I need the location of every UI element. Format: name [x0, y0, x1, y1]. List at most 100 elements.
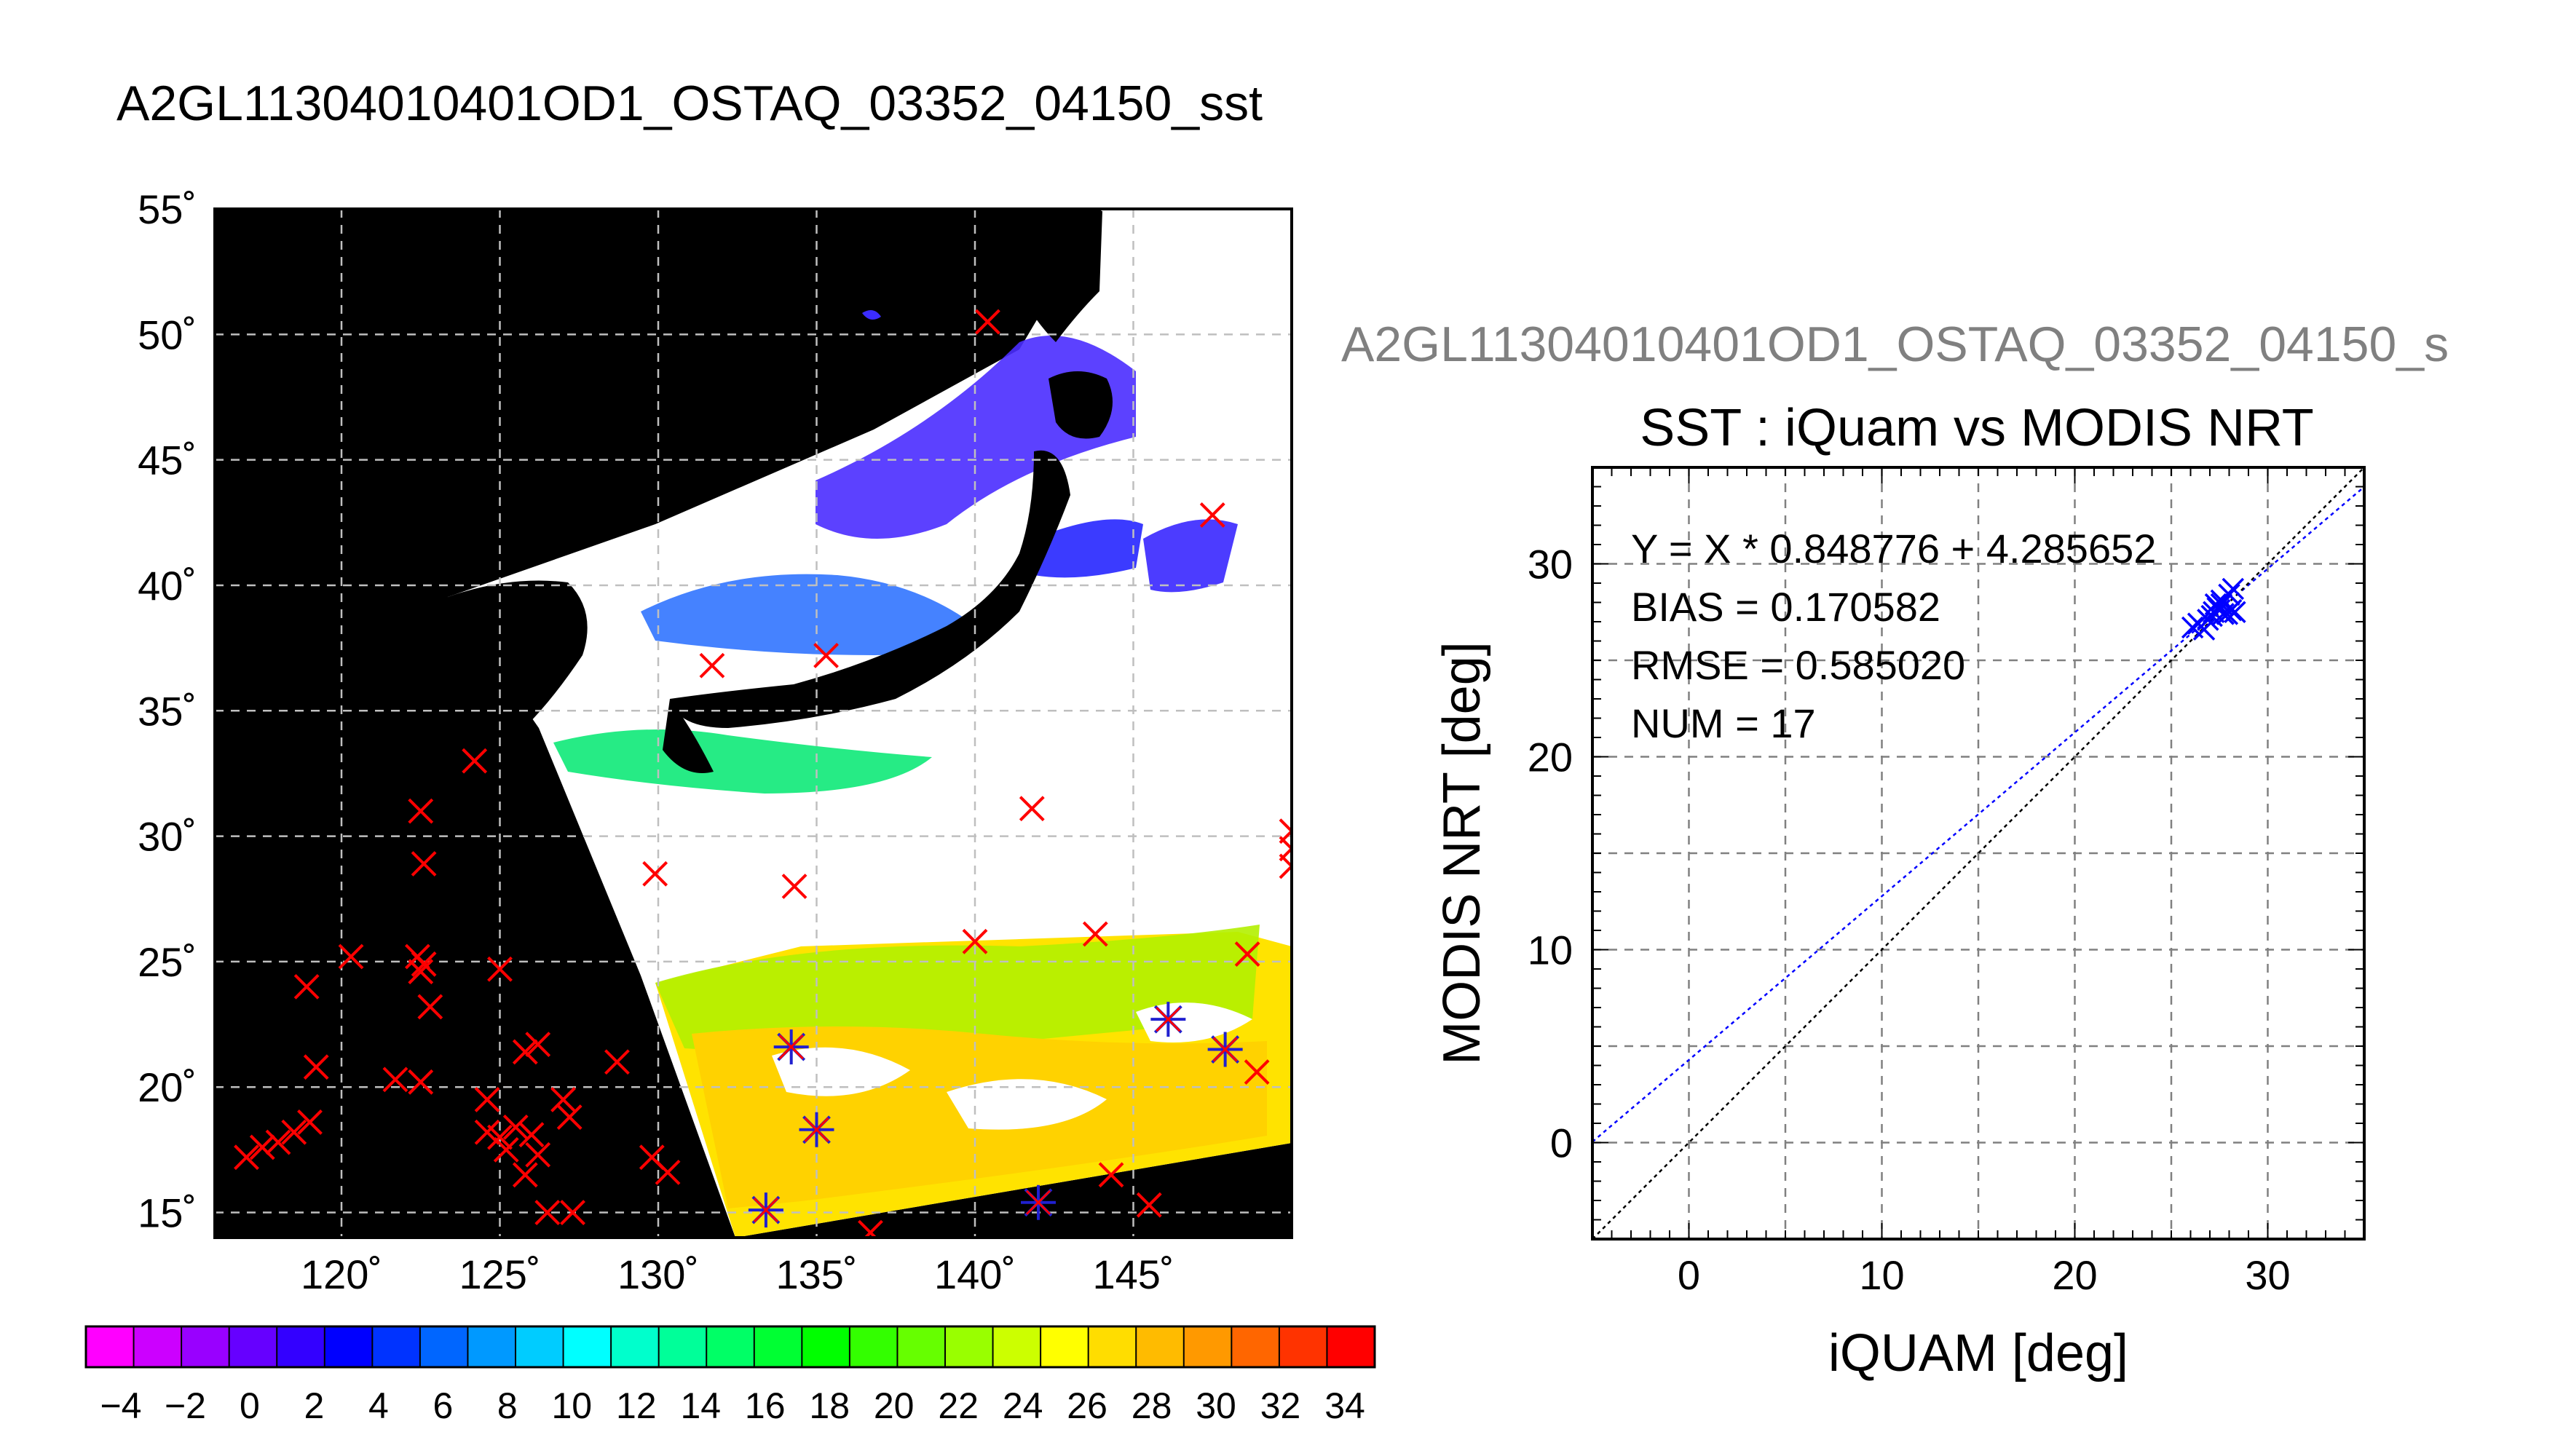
scatter-y-tick-label: 30 — [1528, 542, 1573, 587]
scatter-x-tick-label: 20 — [2052, 1252, 2097, 1298]
colorbar-tick-label: 20 — [874, 1385, 915, 1426]
stat-bias: BIAS = 0.170582 — [1631, 584, 1940, 630]
map-lon-tick-label: 140˚ — [934, 1251, 1016, 1297]
land-kyushu — [663, 699, 714, 773]
scatter-panel: SST : iQuam vs MODIS NRT 00101020203030 … — [1433, 399, 2366, 1382]
colorbar-segment — [133, 1326, 182, 1367]
map-red-x-marker — [1244, 1059, 1270, 1085]
map-red-x-marker — [1234, 941, 1260, 967]
map-red-x-marker — [1136, 1192, 1162, 1218]
map-lon-labels: 120˚ 125˚ 130˚ 135˚ 140˚ 145˚ — [301, 1251, 1174, 1297]
map-red-x-marker — [512, 1039, 538, 1065]
sst-mid-region — [553, 729, 932, 794]
cloud-patch-2 — [947, 1079, 1107, 1130]
colorbar-segment — [1183, 1326, 1232, 1367]
land-korea — [448, 580, 588, 728]
colorbar-segment — [86, 1326, 135, 1367]
map-red-x-marker — [1156, 1007, 1181, 1032]
colorbar-segment — [992, 1326, 1041, 1367]
map-red-x-marker — [462, 748, 488, 774]
colorbar-tick-label: 32 — [1260, 1385, 1301, 1426]
cloud-patch-3 — [1136, 1002, 1252, 1042]
colorbar-tick-label: 30 — [1196, 1385, 1236, 1426]
sst-map-panel: 55˚ 50˚ 45˚ 40˚ 35˚ 30˚ 25˚ 20˚ 15˚ 120˚ 125˚ 130˚… — [138, 186, 1293, 1297]
map-lon-tick-label: 130˚ — [617, 1251, 699, 1297]
map-red-x-marker — [804, 1117, 829, 1142]
map-lat-tick-label: 30˚ — [138, 814, 197, 860]
land-honshu — [670, 450, 1070, 728]
map-lon-tick-label: 145˚ — [1092, 1251, 1174, 1297]
map-red-x-marker — [493, 1136, 519, 1163]
map-red-x-marker — [550, 1087, 576, 1112]
stat-rmse: RMSE = 0.585020 — [1631, 642, 1965, 688]
map-lat-tick-label: 45˚ — [138, 438, 197, 483]
scatter-tick-labels: 0 0 10 10 20 20 30 30 — [1528, 542, 2291, 1299]
map-lat-tick-label: 50˚ — [138, 312, 197, 357]
map-red-x-marker — [525, 1142, 551, 1168]
map-red-x-marker — [813, 643, 839, 668]
map-lon-tick-label: 135˚ — [775, 1251, 857, 1297]
colorbar-segment — [754, 1326, 802, 1367]
sst-colorbar: −4 −2 0 2 4 6 8 10 12 14 16 18 20 22 24 26 28 30 32 34 — [84, 1325, 1376, 1426]
colorbar-segment — [706, 1326, 755, 1367]
map-red-x-marker — [781, 874, 807, 899]
scatter-y-tick-label: 0 — [1550, 1120, 1573, 1166]
sst-isolated-patch — [862, 310, 881, 320]
colorbar-segment — [563, 1326, 612, 1367]
land-hokkaido — [1049, 371, 1113, 439]
map-red-x-marker — [1082, 921, 1108, 947]
map-red-x-marker — [1279, 853, 1292, 879]
map-red-x-marker — [962, 928, 988, 954]
map-lon-tick-label: 120˚ — [301, 1251, 382, 1297]
scatter-x-tick-label: 10 — [1859, 1252, 1904, 1298]
sst-warm-green-region — [655, 925, 1260, 1052]
map-red-x-marker — [1019, 796, 1045, 822]
map-lat-tick-label: 40˚ — [138, 563, 197, 609]
scatter-x-tick-label: 30 — [2245, 1252, 2290, 1298]
map-red-x-marker — [518, 1122, 545, 1148]
map-red-x-marker — [525, 1032, 551, 1058]
map-red-x-marker — [1199, 502, 1225, 528]
map-red-x-marker — [417, 994, 443, 1020]
scatter-x-tick-label: 0 — [1678, 1252, 1700, 1298]
scatter-points — [2181, 577, 2246, 641]
map-red-x-marker — [249, 1134, 275, 1160]
map-grid — [215, 209, 1292, 1238]
map-red-x-marker — [753, 1198, 778, 1223]
colorbar-segment — [229, 1326, 277, 1367]
map-lon-tick-label: 125˚ — [459, 1251, 540, 1297]
map-red-x-marker — [858, 1219, 883, 1238]
scatter-fit-lines — [1592, 467, 2364, 1239]
colorbar-segment — [324, 1326, 373, 1367]
colorbar-segment — [372, 1326, 421, 1367]
colorbar-tick-label: 6 — [433, 1385, 453, 1426]
colorbar-segment — [1088, 1326, 1137, 1367]
map-red-x-marker — [474, 1087, 500, 1112]
colorbar-segment — [1136, 1326, 1185, 1367]
sst-cool-region — [641, 574, 976, 655]
colorbar-segment — [658, 1326, 707, 1367]
map-red-x-marker — [1098, 1162, 1124, 1188]
map-red-x-marker — [534, 1200, 561, 1225]
map-red-x-marker — [338, 943, 364, 970]
map-lat-tick-label: 15˚ — [138, 1190, 197, 1236]
sst-cold-region-2 — [1034, 519, 1143, 578]
colorbar-tick-label: 34 — [1324, 1385, 1365, 1426]
map-lat-labels: 55˚ 50˚ 45˚ 40˚ 35˚ 30˚ 25˚ 20˚ 15˚ — [138, 186, 197, 1236]
scatter-title: SST : iQuam vs MODIS NRT — [1640, 399, 2314, 457]
colorbar-tick-label: −4 — [100, 1385, 141, 1426]
stat-num: NUM = 17 — [1631, 700, 1816, 746]
scatter-header-title: A2GL11304010401OD1_OSTAQ_03352_04150_s — [1341, 317, 2449, 372]
colorbar-tick-label: 8 — [497, 1385, 518, 1426]
cloud-patch-1 — [772, 1047, 910, 1096]
map-red-x-marker — [699, 652, 725, 678]
sst-cool-region-2 — [1143, 519, 1238, 593]
colorbar-tick-label: 24 — [1003, 1385, 1043, 1426]
colorbar-frame — [84, 1325, 1376, 1369]
colorbar-tick-label: 16 — [745, 1385, 786, 1426]
colorbar-tick-label: 0 — [240, 1385, 260, 1426]
scatter-blue-x-point — [2219, 598, 2243, 622]
colorbar-segment — [467, 1326, 516, 1367]
map-lat-tick-label: 25˚ — [138, 939, 197, 985]
